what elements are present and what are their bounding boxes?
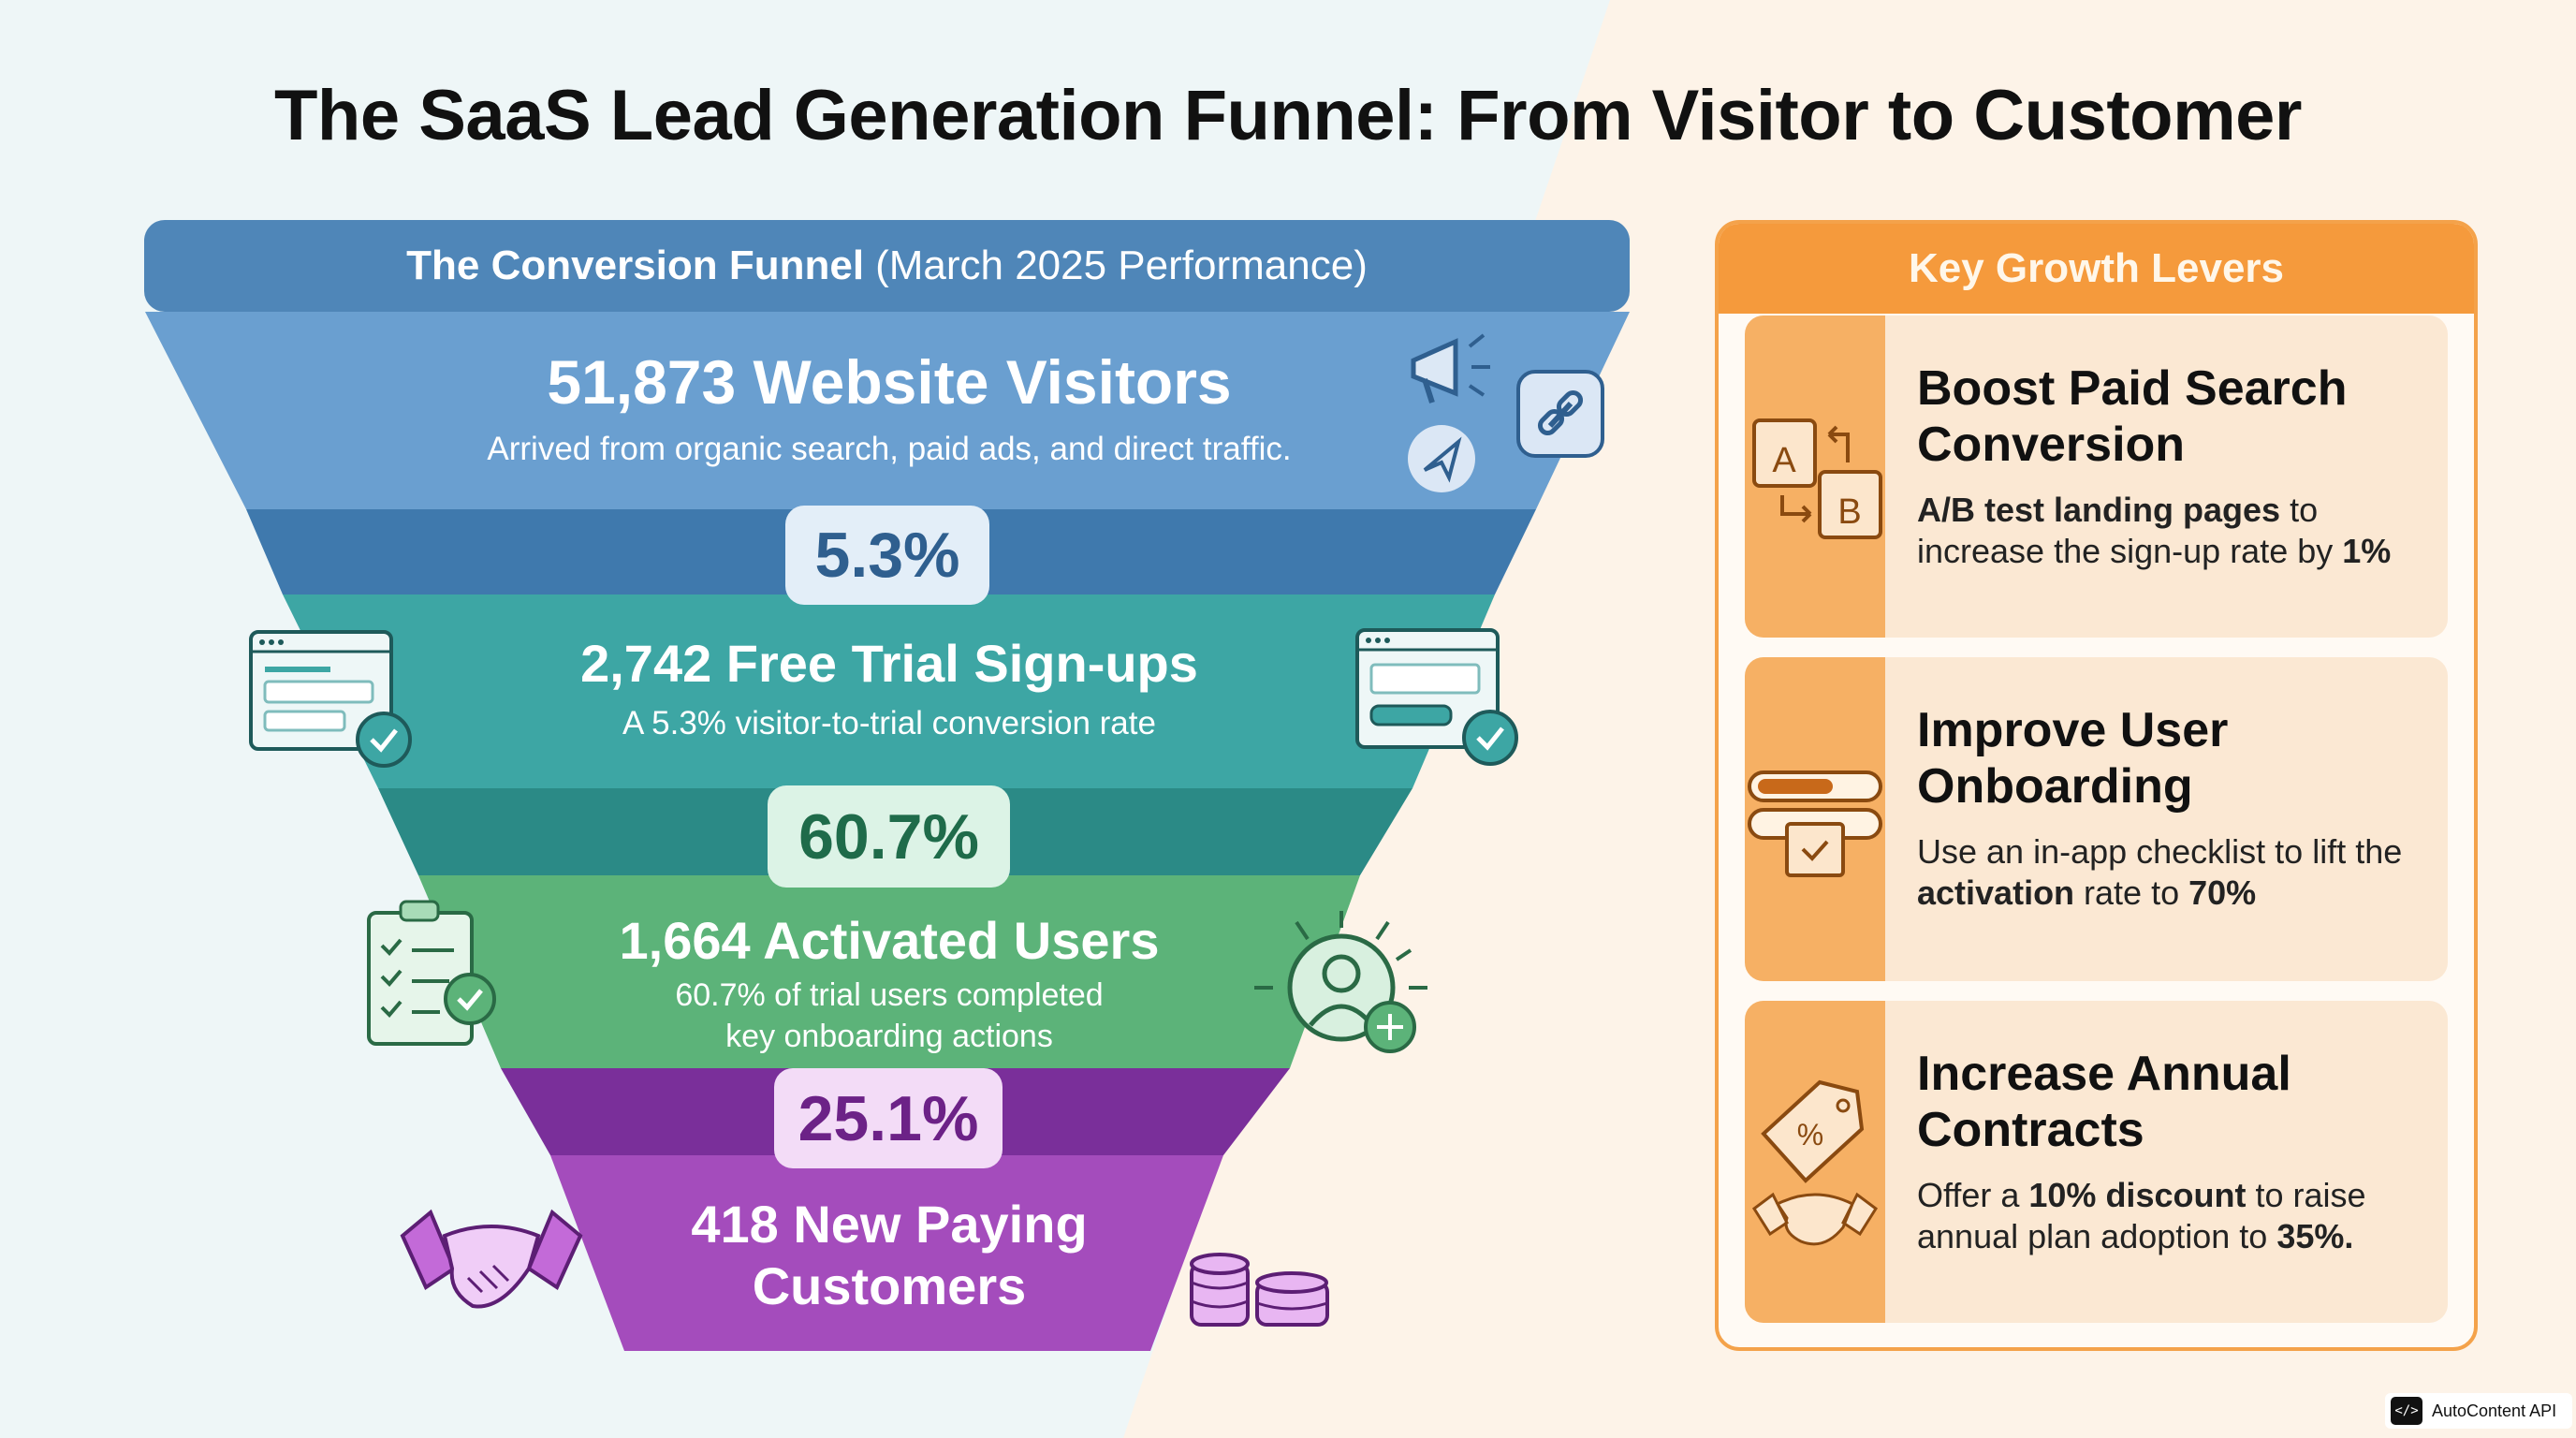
svg-text:B: B: [1837, 492, 1861, 532]
handshake-icon: [400, 1209, 583, 1309]
stage-title: 2,742 Free Trial Sign-ups: [580, 634, 1198, 693]
stage-subtitle-2: key onboarding actions: [725, 1019, 1053, 1054]
stage-4-shape: [550, 1155, 1223, 1351]
lever-title-2: Onboarding: [1917, 759, 2193, 814]
lever-body-text: Offer a: [1917, 1176, 2029, 1214]
stage-title: 51,873 Website Visitors: [547, 347, 1232, 417]
lever-body-bold: 10% discount: [2028, 1176, 2247, 1214]
coins-icon: [1190, 1253, 1329, 1327]
lever-body-target: 35%.: [2276, 1217, 2354, 1255]
funnel-header-bold: The Conversion Funnel: [406, 242, 865, 288]
lever-body-text: to raise annual plan adoption to: [1917, 1176, 2366, 1255]
discount-tag-icon: %: [1751, 1079, 1879, 1246]
lever-body: Use an in-app checklist to lift the acti…: [1917, 831, 2448, 914]
stage-1-shape: [145, 312, 1630, 509]
rate-badge-trial-to-activated: 60.7%: [768, 785, 1010, 888]
onboarding-checklist-icon: [1748, 770, 1882, 877]
lever-card-annual-contracts: % Increase Annual Contracts Offer a 10% d…: [1745, 1001, 2448, 1323]
stage-customers: 418 New Paying Customers: [562, 1194, 1217, 1317]
svg-text:A: A: [1772, 441, 1796, 480]
watermark-logo-icon: </>: [2391, 1397, 2422, 1425]
lever-body-target: 70%: [2188, 873, 2257, 912]
stage-visitors: 51,873 Website Visitors Arrived from org…: [281, 346, 1498, 468]
lever-body-bold: A/B test landing pages: [1917, 491, 2281, 529]
stage-title-2: Customers: [752, 1256, 1027, 1315]
lever-body: Offer a 10% discount to raise annual pla…: [1917, 1175, 2448, 1257]
stage-trials: 2,742 Free Trial Sign-ups A 5.3% visitor…: [374, 633, 1404, 742]
activated-user-icon: [1254, 911, 1427, 1053]
stage-subtitle: A 5.3% visitor-to-trial conversion rate: [622, 705, 1156, 741]
watermark: </> AutoContent API: [2385, 1393, 2572, 1429]
lever-body-target: 1%: [2342, 532, 2392, 570]
lever-body-text: rate to: [2074, 873, 2189, 912]
stage-title-1: 418 New Paying: [691, 1195, 1088, 1254]
paper-plane-icon: [1408, 425, 1475, 492]
signup-form-icon: [1355, 628, 1518, 766]
ab-test-icon: AB: [1752, 418, 1882, 539]
funnel-header-period: (March 2025 Performance): [875, 242, 1368, 288]
megaphone-icon: [1411, 333, 1490, 404]
lever-title-1: Boost Paid Search: [1917, 361, 2348, 416]
lever-body-bold: activation: [1917, 873, 2075, 912]
growth-levers-header: Key Growth Levers: [1719, 224, 2474, 314]
funnel-header: The Conversion Funnel (March 2025 Perform…: [144, 220, 1630, 312]
rate-badge-activated-to-paying: 25.1%: [774, 1068, 1003, 1168]
link-icon: [1516, 370, 1604, 458]
lever-title-1: Improve User: [1917, 703, 2229, 757]
funnel-header-bg: [144, 220, 1630, 312]
handshake-icon: [1751, 1192, 1879, 1246]
stage-2-shape: [283, 594, 1495, 788]
lever-body: A/B test landing pages to increase the s…: [1917, 490, 2448, 572]
stage-subtitle: Arrived from organic search, paid ads, a…: [487, 431, 1292, 467]
svg-text:%: %: [1797, 1118, 1823, 1152]
stage-subtitle-1: 60.7% of trial users completed: [675, 977, 1104, 1013]
lever-title-2: Contracts: [1917, 1103, 2144, 1157]
stage-title: 1,664 Activated Users: [619, 911, 1160, 970]
rate-badge-visitor-to-trial: 5.3%: [785, 506, 989, 605]
lever-title-2: Conversion: [1917, 418, 2186, 472]
signup-form-icon: [249, 630, 412, 768]
stage-3-shape: [418, 875, 1360, 1068]
watermark-text: AutoContent API: [2432, 1401, 2557, 1420]
lever-body-text: Use an in-app checklist to lift the: [1917, 832, 2403, 871]
checklist-icon: [367, 900, 496, 1046]
lever-card-onboarding: Improve User Onboarding Use an in-app che…: [1745, 657, 2448, 981]
page-title: The SaaS Lead Generation Funnel: From Vi…: [274, 76, 2303, 155]
lever-title-1: Increase Annual: [1917, 1047, 2291, 1101]
stage-activated: 1,664 Activated Users 60.7% of trial use…: [468, 910, 1310, 1057]
lever-body-text: to increase the sign-up rate by: [1917, 491, 2343, 570]
